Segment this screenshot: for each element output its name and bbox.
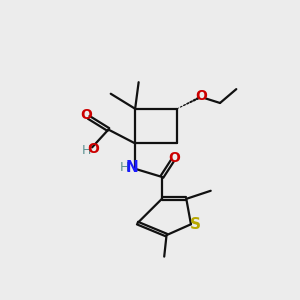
Text: O: O [87,142,99,156]
Text: O: O [196,89,207,103]
Text: O: O [168,152,180,165]
Text: H: H [82,144,91,157]
Text: O: O [80,107,92,122]
Text: N: N [125,160,138,175]
Text: S: S [190,218,201,232]
Text: H: H [119,161,129,174]
